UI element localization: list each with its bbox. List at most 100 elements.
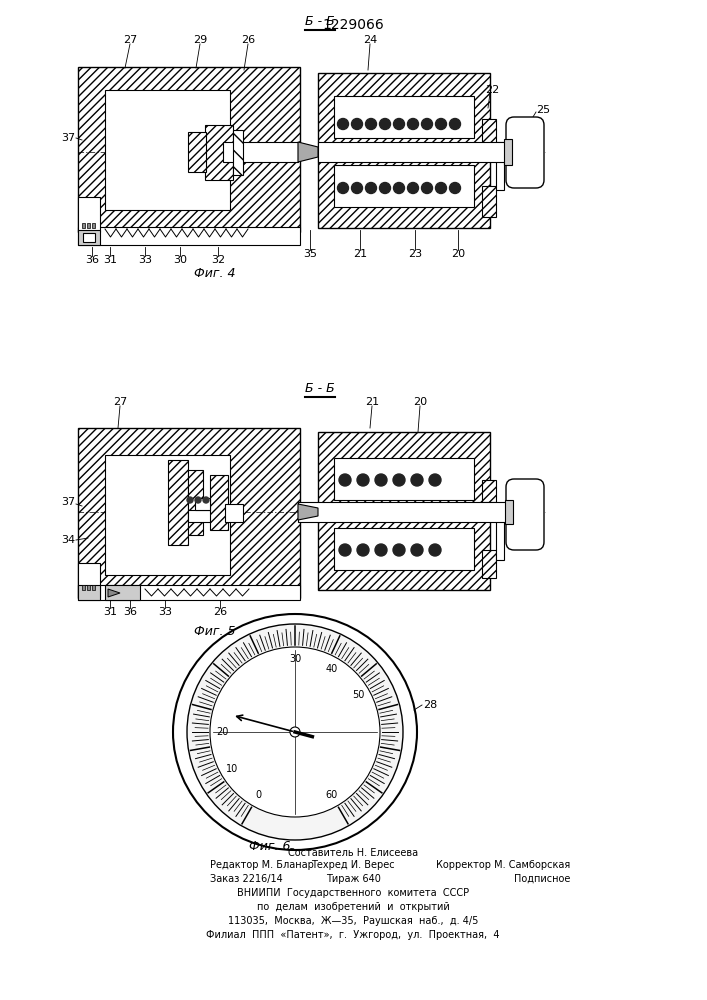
Bar	[334, 96, 474, 138]
Bar	[482, 550, 496, 578]
Bar	[78, 197, 100, 232]
Bar	[188, 510, 218, 522]
Circle shape	[339, 474, 351, 486]
Text: Фиг. 4: Фиг. 4	[194, 267, 235, 280]
Text: 27: 27	[113, 397, 127, 407]
Circle shape	[366, 118, 377, 129]
Circle shape	[195, 497, 201, 503]
Polygon shape	[298, 142, 318, 162]
Bar	[334, 165, 474, 207]
Text: 25: 25	[536, 105, 550, 115]
Text: 36: 36	[123, 607, 137, 617]
Bar	[482, 186, 496, 217]
Bar	[482, 480, 496, 502]
Bar	[92, 223, 95, 228]
Circle shape	[375, 544, 387, 556]
Circle shape	[393, 474, 405, 486]
Circle shape	[290, 727, 300, 737]
Circle shape	[421, 182, 433, 194]
Text: 26: 26	[213, 607, 227, 617]
Bar	[78, 67, 300, 232]
Text: 30: 30	[289, 654, 301, 664]
Bar	[78, 585, 300, 600]
Text: по  делам  изобретений  и  открытий: по делам изобретений и открытий	[257, 902, 450, 912]
Text: Заказ 2216/14: Заказ 2216/14	[210, 874, 283, 884]
Text: Корректор М. Самборская: Корректор М. Самборская	[436, 860, 570, 870]
Bar	[87, 223, 90, 228]
Circle shape	[210, 647, 380, 817]
Bar	[105, 455, 230, 575]
Text: 33: 33	[158, 607, 172, 617]
Text: 60: 60	[325, 790, 338, 800]
Text: 20: 20	[413, 397, 427, 407]
Bar	[78, 230, 100, 245]
Bar	[78, 428, 300, 598]
Circle shape	[436, 182, 447, 194]
Bar	[334, 458, 474, 500]
Bar	[233, 130, 243, 175]
Circle shape	[380, 182, 390, 194]
Text: 21: 21	[365, 397, 379, 407]
Polygon shape	[298, 504, 318, 520]
Text: 20: 20	[451, 249, 465, 259]
Text: 21: 21	[353, 249, 367, 259]
Text: Редактор М. Бланар: Редактор М. Бланар	[210, 860, 314, 870]
Bar	[225, 504, 243, 522]
Text: 0: 0	[255, 790, 262, 800]
FancyBboxPatch shape	[506, 117, 544, 188]
Circle shape	[411, 474, 423, 486]
Circle shape	[407, 118, 419, 129]
Text: 26: 26	[241, 35, 255, 45]
Text: Фиг. 6: Фиг. 6	[250, 840, 291, 853]
Circle shape	[394, 118, 404, 129]
Circle shape	[375, 474, 387, 486]
Circle shape	[429, 544, 441, 556]
Text: 24: 24	[363, 35, 377, 45]
Bar	[504, 139, 512, 165]
Bar	[87, 585, 90, 590]
Text: 37: 37	[61, 133, 75, 143]
Bar	[105, 585, 140, 600]
Text: 31: 31	[103, 255, 117, 265]
Ellipse shape	[173, 614, 417, 850]
Text: 37: 37	[61, 497, 75, 507]
Bar	[318, 432, 490, 590]
Text: Техред И. Верес: Техред И. Верес	[311, 860, 395, 870]
Bar	[210, 475, 228, 530]
Text: 22: 22	[485, 85, 499, 95]
Polygon shape	[108, 589, 120, 597]
Circle shape	[393, 544, 405, 556]
Circle shape	[421, 118, 433, 129]
Circle shape	[351, 118, 363, 129]
Text: 32: 32	[211, 255, 225, 265]
Circle shape	[357, 544, 369, 556]
Bar	[496, 515, 504, 560]
Text: 27: 27	[123, 35, 137, 45]
Bar	[188, 132, 206, 172]
Text: 33: 33	[138, 255, 152, 265]
Text: 20: 20	[216, 727, 228, 737]
Circle shape	[337, 182, 349, 194]
Text: 35: 35	[303, 249, 317, 259]
FancyBboxPatch shape	[506, 479, 544, 550]
Text: 31: 31	[103, 607, 117, 617]
Text: 30: 30	[173, 255, 187, 265]
Text: 1229066: 1229066	[322, 18, 384, 32]
Bar	[188, 470, 203, 535]
Bar	[78, 563, 100, 598]
Text: Составитель Н. Елисеева: Составитель Н. Елисеева	[288, 848, 418, 858]
Bar	[195, 498, 210, 510]
Circle shape	[337, 118, 349, 129]
Text: ВНИИПИ  Государственного  комитета  СССР: ВНИИПИ Государственного комитета СССР	[237, 888, 469, 898]
Bar	[505, 500, 513, 524]
Circle shape	[187, 624, 403, 840]
Circle shape	[394, 182, 404, 194]
Text: 50: 50	[352, 690, 364, 700]
Circle shape	[366, 182, 377, 194]
Circle shape	[380, 118, 390, 129]
Bar	[92, 585, 95, 590]
Bar	[82, 223, 85, 228]
Text: 29: 29	[193, 35, 207, 45]
Bar	[318, 142, 513, 162]
Text: 28: 28	[423, 700, 437, 710]
